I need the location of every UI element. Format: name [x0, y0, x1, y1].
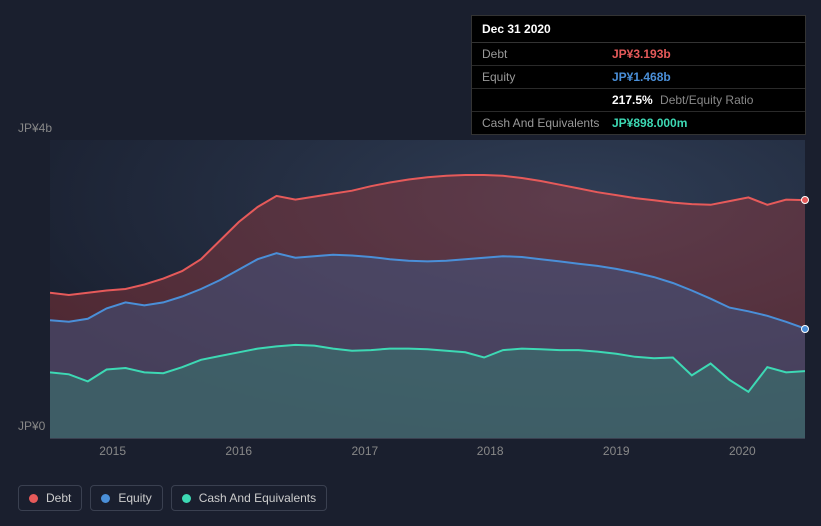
x-tick-label: 2015	[99, 444, 126, 458]
legend-item-equity[interactable]: Equity	[90, 485, 162, 511]
legend-item-debt[interactable]: Debt	[18, 485, 82, 511]
y-gridline	[50, 438, 805, 439]
legend-dot-icon	[29, 494, 38, 503]
x-tick-label: 2016	[225, 444, 252, 458]
tooltip-date: Dec 31 2020	[472, 16, 805, 43]
tooltip-row-label: Equity	[482, 70, 612, 84]
x-tick-label: 2017	[351, 444, 378, 458]
series-end-marker	[801, 325, 809, 333]
tooltip-row: 217.5% Debt/Equity Ratio	[472, 89, 805, 112]
x-tick-label: 2018	[477, 444, 504, 458]
tooltip-row-value: 217.5% Debt/Equity Ratio	[612, 93, 753, 107]
legend: Debt Equity Cash And Equivalents	[18, 485, 327, 511]
legend-label: Cash And Equivalents	[199, 491, 316, 505]
tooltip-row: DebtJP¥3.193b	[472, 43, 805, 66]
legend-item-cash-and-equivalents[interactable]: Cash And Equivalents	[171, 485, 327, 511]
y-tick-label: JP¥4b	[18, 121, 52, 135]
data-tooltip: Dec 31 2020 DebtJP¥3.193bEquityJP¥1.468b…	[471, 15, 806, 135]
tooltip-row: EquityJP¥1.468b	[472, 66, 805, 89]
x-tick-label: 2019	[603, 444, 630, 458]
tooltip-row-value: JP¥1.468b	[612, 70, 671, 84]
series-end-marker	[801, 196, 809, 204]
legend-label: Equity	[118, 491, 151, 505]
y-tick-label: JP¥0	[18, 419, 45, 433]
legend-label: Debt	[46, 491, 71, 505]
x-tick-label: 2020	[729, 444, 756, 458]
legend-dot-icon	[101, 494, 110, 503]
plot-area	[50, 140, 805, 438]
debt-equity-chart: JP¥4b JP¥0 2015 2016 2017 2018 2019 2020	[18, 118, 805, 476]
tooltip-row-value: JP¥3.193b	[612, 47, 671, 61]
tooltip-row-label	[482, 93, 612, 107]
tooltip-row-label: Debt	[482, 47, 612, 61]
legend-dot-icon	[182, 494, 191, 503]
